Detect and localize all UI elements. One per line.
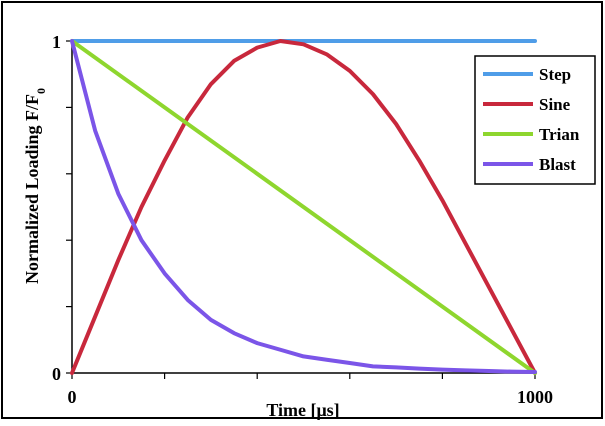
x-axis-label: Time [μs] (266, 400, 339, 420)
outer-border (1, 1, 603, 419)
x-tick-label-1: 1000 (517, 387, 553, 407)
y-axis-label: Normalized Loading F/F0 (22, 88, 48, 284)
legend-label-trian: Trian (539, 125, 580, 144)
axes (66, 40, 536, 379)
y-tick-label-0: 0 (52, 364, 61, 384)
series-layer (70, 39, 537, 375)
series-line-trian (70, 39, 537, 375)
y-axis-label-subscript: 0 (34, 88, 48, 94)
y-tick-label-1: 1 (52, 32, 61, 52)
legend-label-step: Step (539, 65, 571, 84)
series-line-sine (70, 39, 537, 375)
legend-label-blast: Blast (539, 155, 576, 174)
legend: Step Sine Trian Blast (474, 55, 596, 185)
tick-labels: 0 1000 0 1 (52, 32, 553, 407)
legend-label-sine: Sine (539, 95, 571, 114)
series-line-blast (70, 39, 537, 374)
x-tick-label-0: 0 (68, 387, 77, 407)
y-axis-label-main: Normalized Loading F/F (22, 94, 42, 284)
